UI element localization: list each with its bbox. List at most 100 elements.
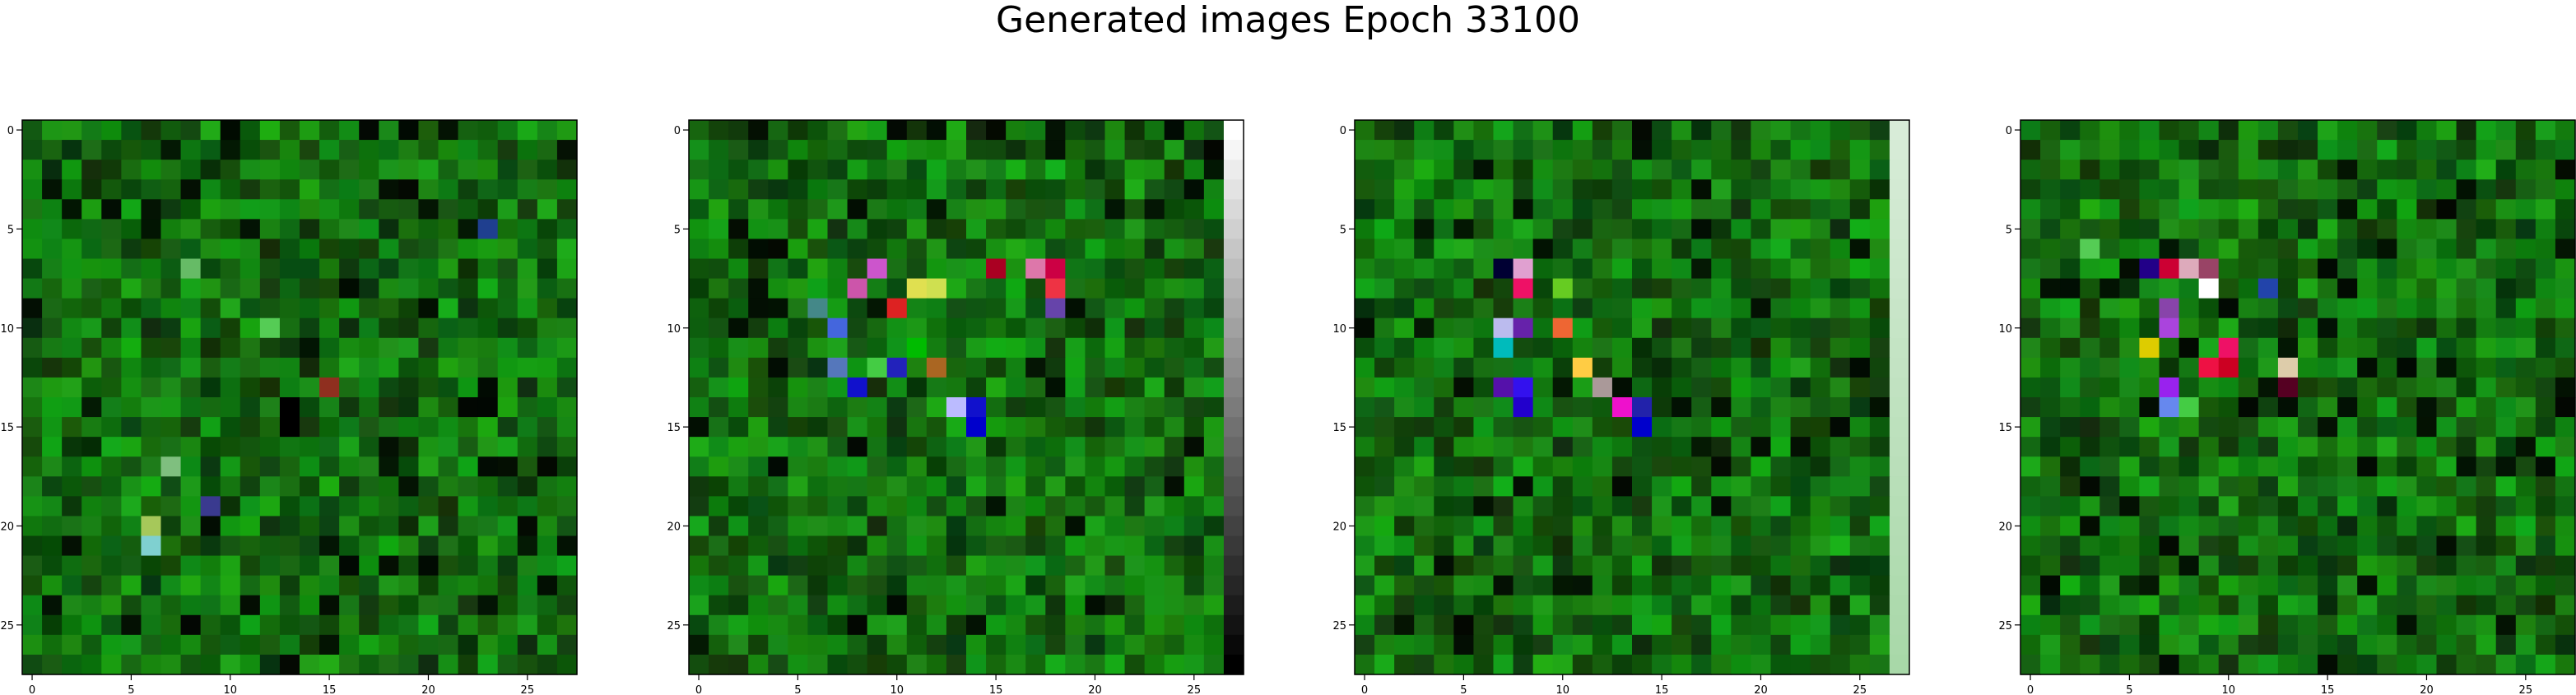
pixel-cell [200,317,221,339]
pixel-cell [2099,239,2120,260]
pixel-cell [1790,179,1811,200]
pixel-cell [1532,179,1554,200]
pixel-cell [2238,654,2259,675]
pixel-cell [537,357,558,378]
pixel-cell [22,614,43,636]
pixel-cell [1810,160,1831,180]
pixel-cell [319,160,340,180]
pixel-cell [1513,456,1534,477]
pixel-cell [867,377,888,398]
pixel-cell [2218,634,2239,656]
pixel-cell [788,239,809,260]
pixel-cell [1652,357,1672,378]
pixel-cell [101,140,122,160]
pixel-cell [537,496,558,517]
pixel-cell [1711,516,1732,537]
pixel-cell [339,476,360,497]
pixel-cell [2535,476,2556,497]
pixel-cell [1453,634,1475,656]
pixel-cell [2020,317,2041,339]
pixel-cell [1164,219,1185,240]
pixel-cell [220,278,241,299]
pixel-cell [2218,298,2239,319]
pixel-cell [319,575,340,596]
pixel-cell [418,654,439,675]
pixel-cell [946,317,967,339]
pixel-cell [1889,377,1910,398]
pixel-cell [398,397,420,418]
pixel-cell [517,397,538,418]
pixel-cell [2476,496,2497,517]
pixel-cell [886,654,908,675]
pixel-cell [497,555,518,577]
pixel-cell [2298,140,2318,160]
pixel-cell [398,317,420,339]
pixel-cell [906,397,928,418]
pixel-cell [2535,634,2556,656]
pixel-cell [1473,595,1495,616]
pixel-cell [2238,634,2259,656]
pixel-cell [2298,199,2318,220]
pixel-cell [1065,298,1086,319]
pixel-cell [867,397,888,418]
pixel-cell [2238,120,2259,141]
pixel-cell [1810,337,1831,359]
x-tick-label: 5 [1460,684,1467,695]
pixel-cell [1414,160,1434,180]
pixel-cell [768,575,788,596]
pixel-cell [2456,476,2477,497]
pixel-cell [1672,614,1692,636]
pixel-cell [2436,476,2457,497]
pixel-cell [886,575,908,596]
pixel-cell [986,575,1007,596]
pixel-cell [398,417,420,438]
pixel-cell [946,496,967,517]
pixel-cell [689,456,709,477]
pixel-cell [2456,278,2477,299]
pixel-cell [458,634,479,656]
pixel-cell [2357,476,2378,497]
pixel-cell [1770,476,1792,497]
pixel-cell [1592,278,1613,299]
pixel-cell [160,239,182,260]
pixel-cell [1203,317,1225,339]
pixel-cell [2357,575,2378,596]
pixel-cell [1652,278,1672,299]
pixel-cell [300,357,320,378]
pixel-cell [1869,160,1890,180]
pixel-cell [1203,239,1225,260]
pixel-cell [2476,120,2497,141]
pixel-cell [259,278,281,299]
pixel-cell [827,199,849,220]
pixel-cell [807,496,829,517]
pixel-cell [1104,239,1126,260]
pixel-cell [121,160,142,180]
pixel-cell [1552,140,1574,160]
pixel-cell [1532,595,1554,616]
pixel-cell [2397,199,2418,220]
pixel-cell [2080,496,2100,517]
pixel-cell [418,595,439,616]
pixel-cell [1711,219,1732,240]
pixel-cell [1552,535,1574,557]
pixel-cell [2456,654,2477,675]
pixel-cell [517,239,538,260]
pixel-cell [748,278,769,299]
pixel-cell [339,377,360,398]
pixel-cell [42,654,63,675]
pixel-cell [2218,199,2239,220]
pixel-cell [101,120,122,141]
pixel-cell [259,179,281,200]
pixel-cell [1374,357,1395,378]
pixel-cell [2436,437,2457,457]
pixel-cell [2495,476,2517,497]
pixel-cell [1006,337,1026,359]
pixel-cell [1532,456,1554,477]
pixel-cell [1552,575,1574,596]
pixel-cell [2159,337,2180,359]
pixel-cell [906,258,928,280]
pixel-cell [768,258,788,280]
pixel-cell [2535,357,2556,378]
pixel-cell [279,417,300,438]
pixel-cell [1045,614,1066,636]
